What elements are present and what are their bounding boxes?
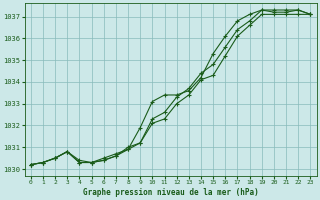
X-axis label: Graphe pression niveau de la mer (hPa): Graphe pression niveau de la mer (hPa) (83, 188, 259, 197)
